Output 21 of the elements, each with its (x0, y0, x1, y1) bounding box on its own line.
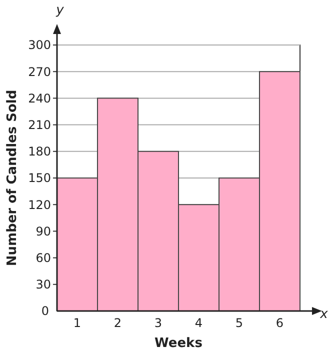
y-tick-label: 30 (36, 278, 51, 292)
text: x (319, 307, 328, 322)
y-tick-label: 240 (28, 91, 51, 106)
x-tick-label: 3 (154, 316, 162, 330)
x-tick-label: 6 (276, 316, 284, 330)
x-tick-label: 2 (114, 316, 122, 330)
y-tick-label: 210 (28, 118, 51, 132)
y-tick-label: 150 (28, 171, 51, 186)
y-axis-title: Number of Candles Sold (5, 90, 20, 266)
x-tick-label: 4 (194, 316, 203, 330)
y-tick-label: 90 (36, 224, 51, 238)
y-tick-label: 120 (28, 198, 51, 212)
x-tick-label: 1 (73, 316, 82, 330)
x-tick-label: 5 (235, 316, 244, 330)
y-tick-label: 60 (36, 251, 51, 265)
x-axis-title: Weeks (154, 336, 203, 351)
text: y (55, 3, 64, 18)
y-tick-label: 0 (41, 304, 49, 318)
y-tick-label: 300 (28, 38, 51, 52)
y-tick-label: 180 (28, 144, 51, 159)
y-tick-label: 270 (28, 64, 51, 79)
